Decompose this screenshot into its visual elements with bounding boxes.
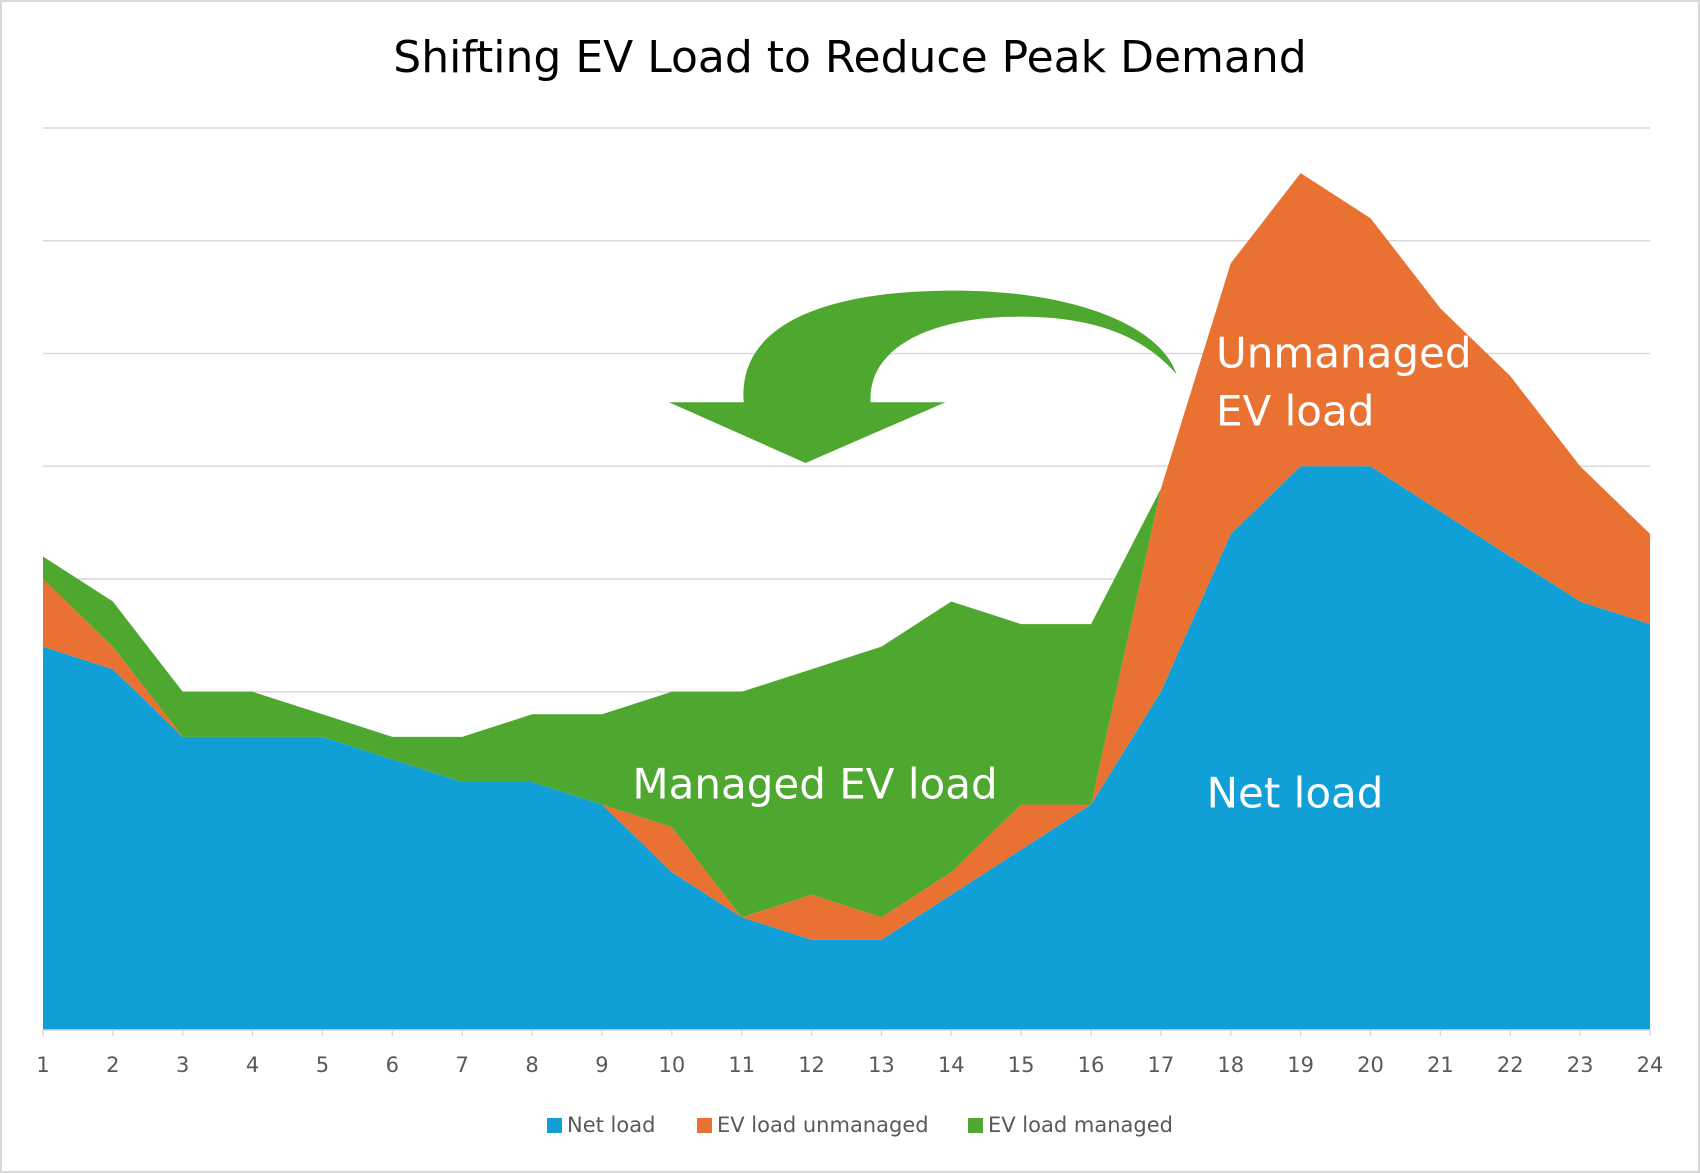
x-tick-label: 1 (36, 1053, 49, 1077)
legend-label: EV load unmanaged (717, 1113, 929, 1137)
x-tick-label: 17 (1148, 1053, 1175, 1077)
x-tick-label: 4 (246, 1053, 259, 1077)
x-tick-label: 12 (798, 1053, 825, 1077)
x-tick-label: 7 (456, 1053, 469, 1077)
area (43, 173, 1650, 918)
x-tick-label: 16 (1078, 1053, 1105, 1077)
x-tick-label: 15 (1008, 1053, 1035, 1077)
legend-swatch (968, 1118, 983, 1133)
annotation: EV load (1216, 387, 1374, 436)
chart-title: Shifting EV Load to Reduce Peak Demand (393, 32, 1306, 83)
x-tick-label: 24 (1637, 1053, 1664, 1077)
x-tick-label: 21 (1427, 1053, 1454, 1077)
x-tick-label: 19 (1287, 1053, 1314, 1077)
annotation: Net load (1207, 769, 1384, 818)
x-tick-label: 2 (106, 1053, 119, 1077)
x-tick-label: 10 (658, 1053, 685, 1077)
x-tick-label: 14 (938, 1053, 965, 1077)
x-tick-label: 22 (1497, 1053, 1524, 1077)
x-tick-label: 11 (728, 1053, 755, 1077)
area (43, 173, 1650, 940)
legend-label: EV load managed (988, 1113, 1173, 1137)
legend-swatch (697, 1118, 712, 1133)
x-tick-label: 3 (176, 1053, 189, 1077)
legend-swatch (547, 1118, 562, 1133)
x-tick-label: 9 (595, 1053, 608, 1077)
annotation: Unmanaged (1216, 329, 1472, 378)
x-tick-label: 18 (1217, 1053, 1244, 1077)
x-tick-label: 6 (386, 1053, 399, 1077)
x-tick-label: 13 (868, 1053, 895, 1077)
annotation: Managed EV load (632, 760, 997, 809)
x-tick-label: 20 (1357, 1053, 1384, 1077)
x-tick-label: 8 (525, 1053, 538, 1077)
labels: Managed EV load Net load Unmanaged EV load (632, 329, 1471, 818)
areas (43, 173, 1650, 1030)
shift-arrow (668, 290, 1177, 463)
area (43, 466, 1650, 1030)
x-tick-label: 5 (316, 1053, 329, 1077)
x-tick-label: 23 (1567, 1053, 1594, 1077)
legend-label: Net load (567, 1113, 655, 1137)
